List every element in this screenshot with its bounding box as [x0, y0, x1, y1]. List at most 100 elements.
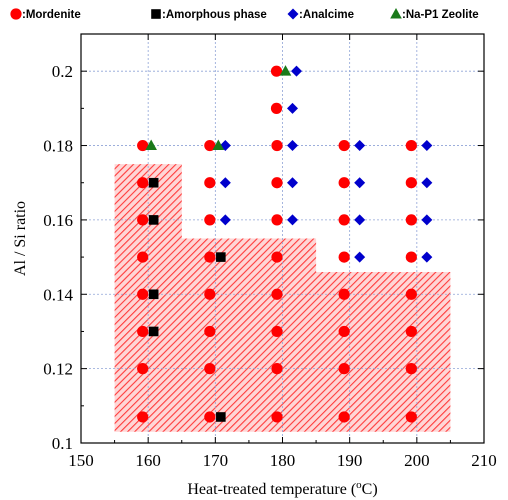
circle-point: [137, 288, 149, 300]
y-axis-tick-labels: 0.1 0.12 0.14 0.16 0.18 0.2: [43, 62, 73, 453]
diamond-point: [354, 177, 366, 189]
circle-point: [338, 214, 350, 226]
x-tick-label: 210: [471, 451, 497, 470]
circle-point: [204, 288, 216, 300]
chart-legend: :Mordenite :Amorphous phase :Analcime :Na-P…: [10, 8, 479, 21]
y-tick-label: 0.18: [43, 137, 73, 156]
circle-point: [405, 251, 417, 263]
legend-circle-icon: [10, 8, 22, 20]
mordenite-region-shading: [114, 164, 451, 432]
x-tick-label: 180: [270, 451, 296, 470]
circle-point: [204, 251, 216, 263]
legend-label: :Analcime: [299, 9, 354, 21]
x-axis-title-unit: C): [362, 481, 378, 498]
legend-item: :Na-P1 Zeolite: [390, 8, 479, 21]
triangle-point: [212, 139, 225, 151]
diamond-point: [354, 251, 366, 263]
circle-point: [204, 177, 216, 189]
circle-point: [338, 251, 350, 263]
y-axis-title: Al / Si ratio: [12, 201, 29, 276]
x-axis-tick-labels: 150 160 170 180 190 200 210: [68, 451, 497, 470]
circle-point: [405, 214, 417, 226]
x-axis-title: Heat-treated temperature (oC): [187, 479, 377, 498]
circle-point: [137, 411, 149, 423]
legend-label: :Na-P1 Zeolite: [402, 9, 479, 21]
circle-point: [405, 325, 417, 338]
square-point: [148, 215, 159, 225]
diamond-point: [421, 251, 433, 263]
axis-ticks: [80, 34, 485, 444]
x-tick-label: 150: [68, 451, 94, 470]
diamond-point: [421, 177, 433, 189]
square-point: [148, 289, 159, 300]
diamond-point: [287, 214, 298, 226]
series-analcime: [219, 65, 433, 263]
x-axis-title-superscript: o: [356, 479, 362, 491]
circle-point: [204, 363, 216, 375]
diamond-point: [354, 214, 366, 226]
diamond-point: [421, 140, 433, 152]
circle-point: [137, 214, 149, 226]
legend-item: :Analcime: [287, 8, 354, 21]
square-point: [216, 252, 226, 262]
legend-triangle-icon: [390, 8, 402, 19]
circle-point: [137, 325, 149, 338]
series-mordenite: [137, 65, 417, 423]
circle-point: [338, 139, 350, 152]
circle-point: [338, 363, 350, 375]
circle-point: [204, 325, 216, 338]
circle-point: [405, 411, 417, 423]
circle-point: [271, 214, 283, 226]
circle-point: [137, 251, 149, 263]
diamond-point: [219, 214, 231, 226]
square-point: [216, 412, 226, 422]
x-tick-label: 190: [337, 451, 363, 470]
y-tick-label: 0.1: [52, 434, 73, 453]
circle-point: [137, 177, 149, 189]
circle-point: [338, 411, 350, 423]
circle-point: [405, 139, 417, 152]
legend-diamond-icon: [287, 8, 299, 20]
circle-point: [204, 411, 216, 423]
circle-point: [270, 102, 283, 114]
diamond-point: [291, 65, 302, 77]
diamond-point: [219, 177, 231, 189]
circle-point: [137, 139, 149, 152]
diamond-point: [354, 140, 366, 152]
circle-point: [338, 288, 350, 300]
x-tick-label: 200: [404, 451, 430, 470]
y-tick-label: 0.14: [43, 285, 73, 304]
legend-square-icon: [151, 9, 161, 19]
y-tick-label: 0.12: [43, 360, 73, 379]
x-axis-title-text: Heat-treated temperature (: [187, 481, 356, 498]
triangle-point: [279, 65, 292, 76]
circle-point: [271, 288, 283, 300]
diamond-point: [287, 102, 298, 114]
triangle-point: [145, 139, 157, 151]
circle-point: [338, 177, 350, 189]
circle-point: [204, 214, 216, 226]
circle-point: [271, 251, 283, 263]
circle-point: [137, 363, 149, 375]
circle-point: [405, 288, 417, 300]
diamond-point: [287, 140, 298, 152]
circle-point: [271, 363, 283, 375]
x-tick-label: 160: [135, 451, 161, 470]
x-tick-label: 170: [203, 451, 229, 470]
circle-point: [271, 411, 283, 423]
data-markers: [137, 65, 433, 423]
legend-item: :Mordenite: [10, 8, 81, 21]
series-amorphous-phase: [148, 177, 226, 422]
circle-point: [271, 325, 283, 338]
circle-point: [271, 139, 283, 152]
diamond-point: [287, 177, 298, 189]
circle-point: [405, 177, 417, 189]
circle-point: [270, 65, 283, 77]
circle-point: [204, 139, 216, 152]
circle-point: [271, 177, 283, 189]
legend-item: :Amorphous phase: [151, 9, 267, 21]
y-tick-label: 0.2: [52, 62, 73, 81]
plot-area: [80, 33, 485, 444]
y-tick-label: 0.16: [43, 211, 73, 230]
